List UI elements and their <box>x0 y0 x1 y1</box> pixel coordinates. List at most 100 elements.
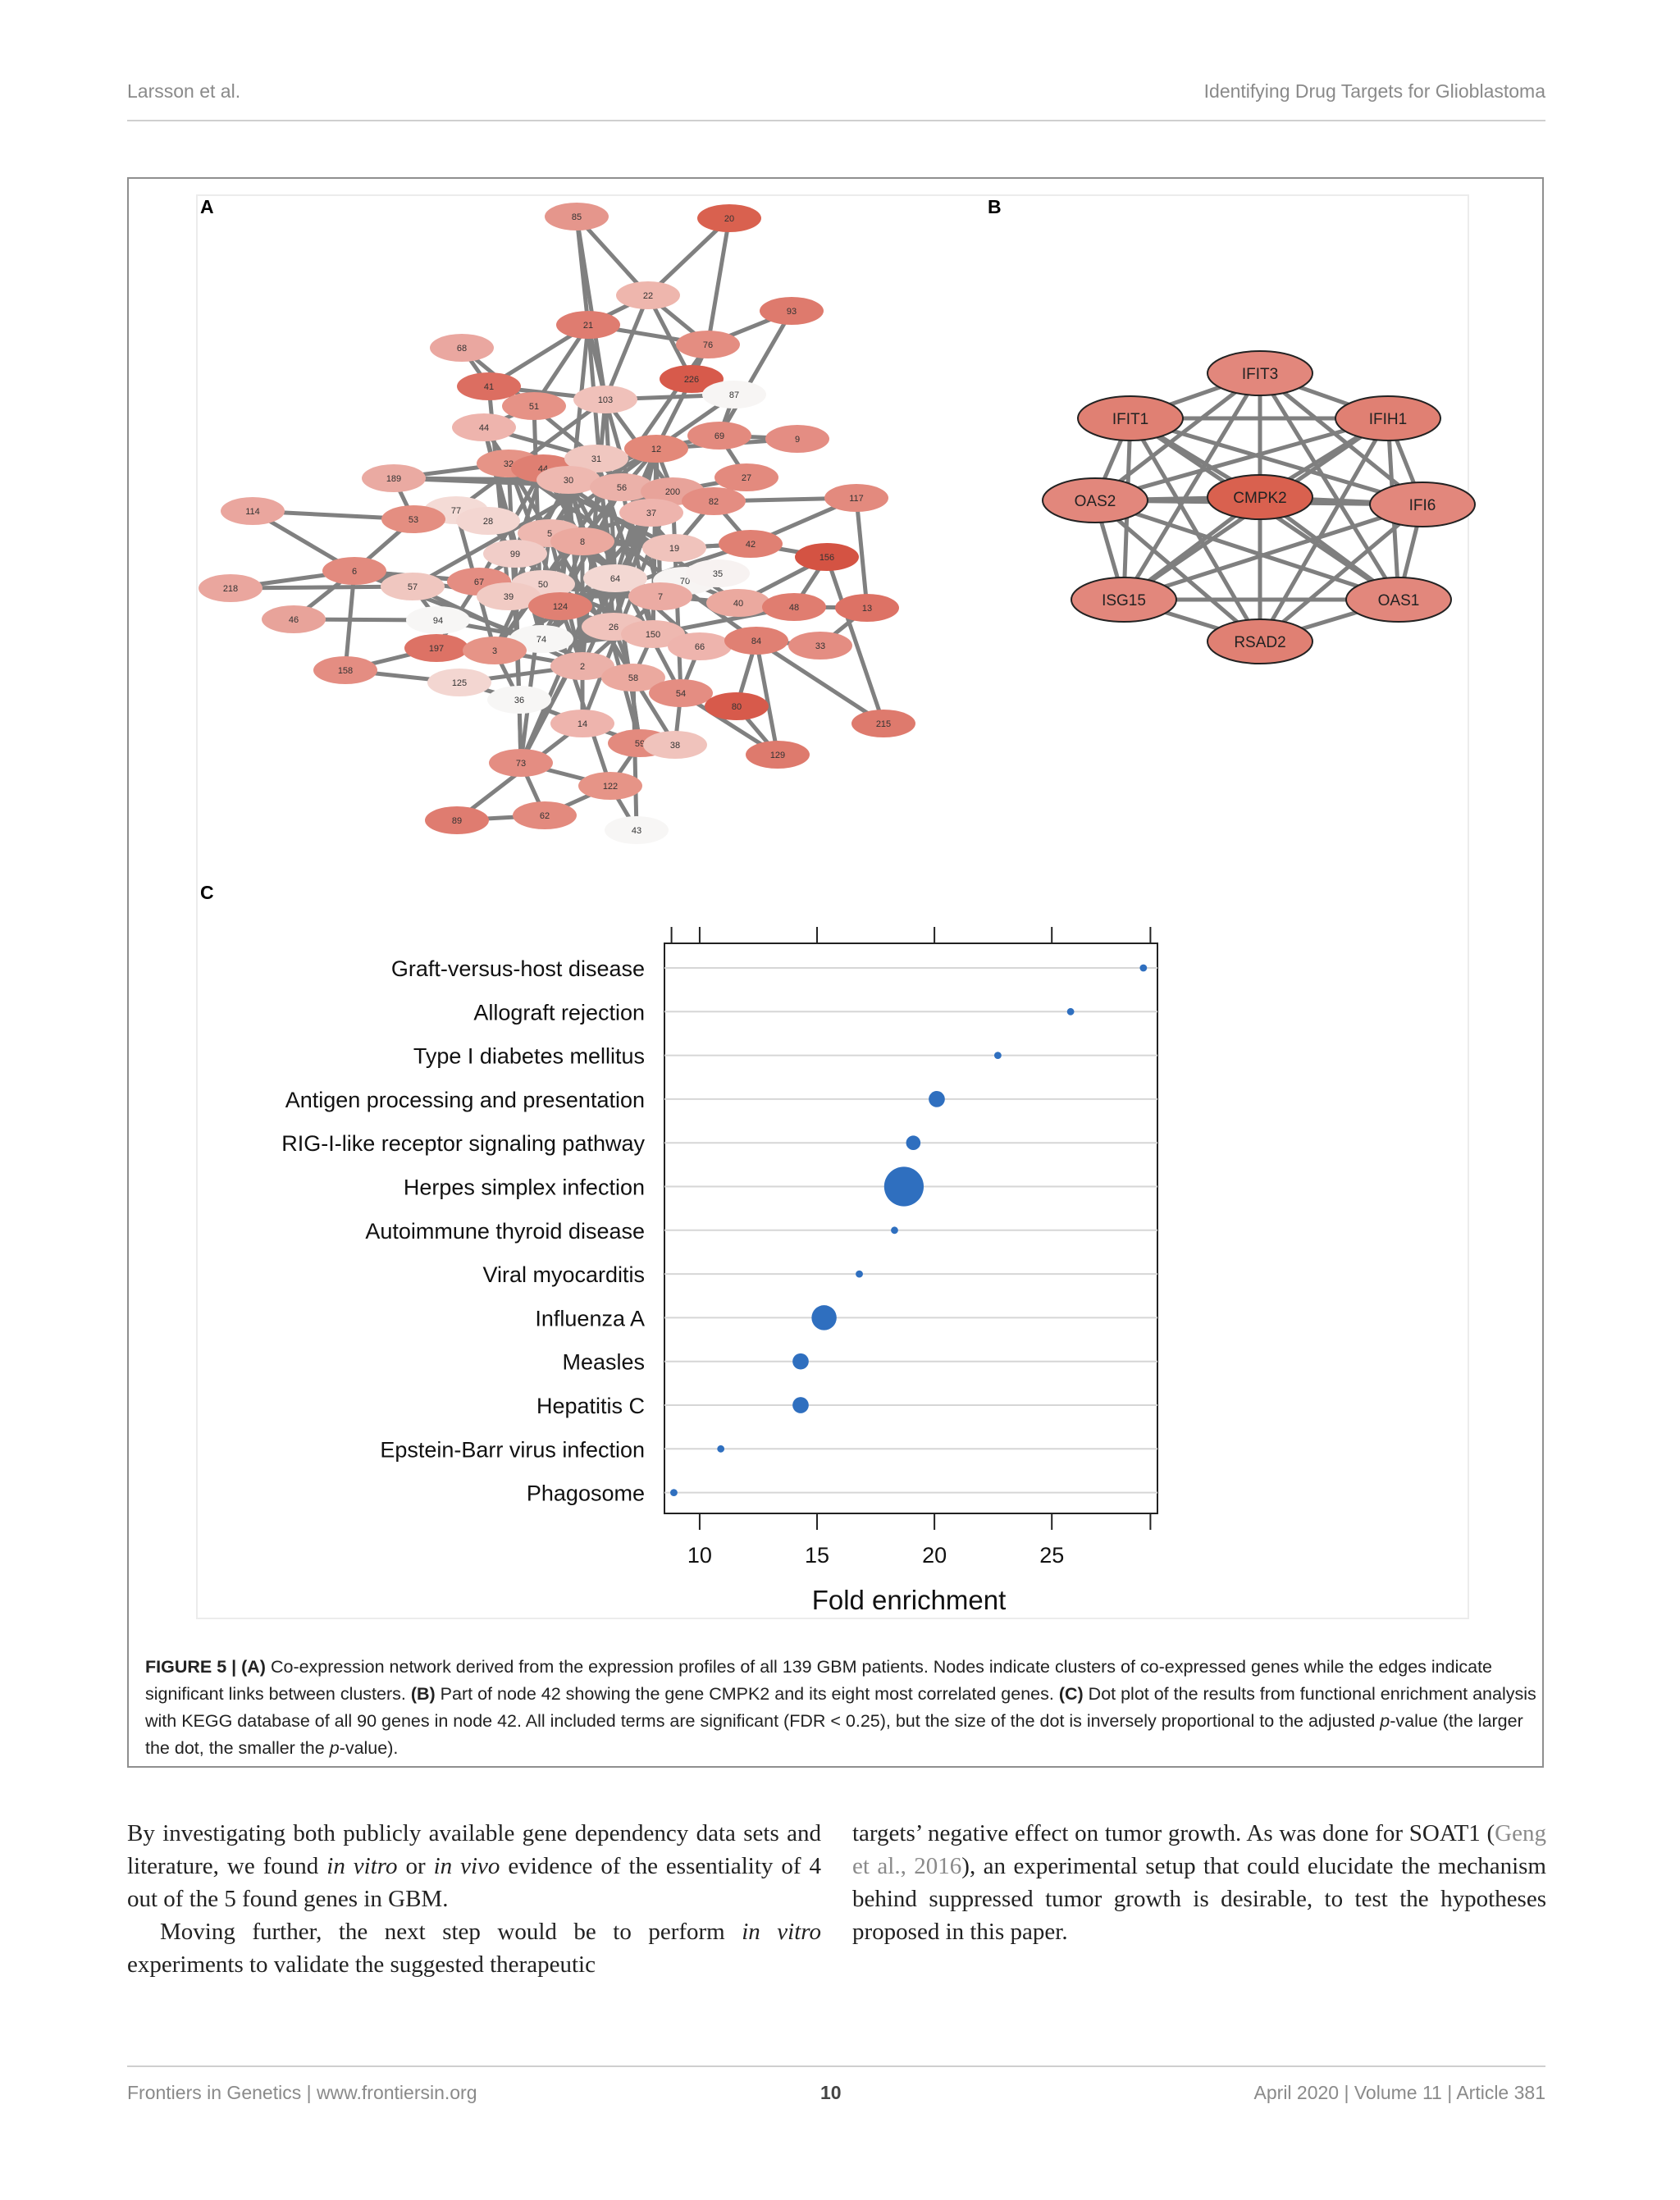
network-node: 31 <box>564 445 628 472</box>
network-node: 9 <box>765 425 829 453</box>
network-edge <box>854 497 870 609</box>
node-ellipse <box>649 679 713 707</box>
network-node: 103 <box>573 386 637 413</box>
network-node: 41 <box>457 372 521 400</box>
node-label: 85 <box>572 212 582 222</box>
node-label: 69 <box>714 431 724 441</box>
page-number: 10 <box>820 2082 842 2103</box>
network-node: 53 <box>381 505 445 533</box>
body-column-right: targets’ negative effect on tumor growth… <box>852 1817 1546 1948</box>
citation-link[interactable]: Geng et al., 2016 <box>852 1820 1546 1879</box>
node-ellipse <box>427 669 491 696</box>
node-label: 38 <box>670 741 680 751</box>
data-dot <box>883 1166 924 1207</box>
node-label: 46 <box>289 615 299 625</box>
footer-journal[interactable]: Frontiers in Genetics | www.frontiersin.… <box>127 2082 477 2103</box>
gene-ellipse <box>1207 350 1313 396</box>
node-ellipse <box>642 534 706 562</box>
node-ellipse <box>788 632 852 660</box>
node-label: 33 <box>815 641 825 651</box>
node-ellipse <box>835 594 899 622</box>
node-label: 42 <box>746 540 756 550</box>
node-ellipse <box>762 593 826 621</box>
network-edge <box>1123 502 1423 602</box>
category-label: Type I diabetes mellitus <box>413 1044 645 1069</box>
node-label: 226 <box>684 375 699 385</box>
node-ellipse <box>619 499 683 527</box>
node-label: 28 <box>483 517 493 527</box>
node-label: 57 <box>408 582 418 592</box>
category-label: Epstein-Barr virus infection <box>380 1437 645 1462</box>
network-edge <box>1093 372 1262 502</box>
caption-label: FIGURE 5 | <box>145 1657 242 1677</box>
node-ellipse <box>456 507 520 535</box>
network-edge <box>1094 416 1389 503</box>
network-node: 84 <box>724 627 788 655</box>
node-label: 66 <box>695 642 705 652</box>
node-ellipse <box>702 381 766 409</box>
node-label: 84 <box>751 637 761 646</box>
figure-caption: FIGURE 5 | (A) Co-expression network der… <box>145 1654 1540 1762</box>
node-ellipse <box>601 664 665 691</box>
network-node: 68 <box>430 334 494 362</box>
network-node: 215 <box>851 710 915 737</box>
node-label: 13 <box>862 604 872 614</box>
data-dot <box>792 1397 809 1413</box>
text-run: evidence of the essentiality of 4 out of… <box>127 1853 821 1912</box>
network-node: 7 <box>628 582 692 610</box>
gene-node: IFI6 <box>1369 482 1476 527</box>
network-edge <box>646 217 731 297</box>
node-ellipse <box>262 605 326 633</box>
category-label: Graft-versus-host disease <box>391 956 645 981</box>
node-ellipse <box>605 816 669 844</box>
network-node: 226 <box>660 365 724 393</box>
network-node: 82 <box>682 487 746 515</box>
node-label: 70 <box>680 577 690 587</box>
node-label: 30 <box>564 476 573 486</box>
dot-plot: Graft-versus-host disease Allograft rejec… <box>281 927 1158 1615</box>
node-label: 54 <box>676 689 686 699</box>
gene-node: CMPK2 <box>1207 474 1313 520</box>
category-label: Hepatitis C <box>536 1394 645 1418</box>
node-ellipse <box>487 686 551 714</box>
text-italic: in vitro <box>742 1919 821 1945</box>
node-ellipse <box>851 710 915 737</box>
panel-label-a: A <box>200 196 214 217</box>
node-label: 117 <box>849 494 864 504</box>
node-label: 87 <box>729 390 739 400</box>
category-label: Measles <box>562 1350 645 1375</box>
network-edge <box>611 448 659 628</box>
caption-a-tag: (A) <box>241 1657 266 1677</box>
node-ellipse <box>404 634 468 662</box>
network-node: 64 <box>583 564 647 592</box>
node-label: 3 <box>492 646 497 656</box>
caption-b-tag: (B) <box>410 1684 436 1704</box>
text-run: targets’ negative effect on tumor growth… <box>852 1820 1495 1846</box>
network-node: 124 <box>528 592 592 620</box>
tick-label: 25 <box>1039 1543 1064 1568</box>
node-label: 8 <box>580 537 585 547</box>
node-label: 22 <box>643 291 653 301</box>
caption-c-text3: -value). <box>339 1738 399 1758</box>
node-ellipse <box>362 464 426 492</box>
data-dot <box>891 1226 898 1235</box>
gene-label: OAS2 <box>1075 493 1116 510</box>
figure-5 <box>127 177 1544 1768</box>
network-node: 125 <box>427 669 491 696</box>
node-label: 31 <box>591 454 601 464</box>
node-label: 156 <box>819 553 834 563</box>
paragraph: Moving further, the next step would be t… <box>127 1915 821 1981</box>
node-label: 158 <box>338 666 353 676</box>
node-ellipse <box>463 637 527 664</box>
node-label: 215 <box>876 719 891 729</box>
header-rule <box>127 120 1545 121</box>
data-dot <box>993 1052 1002 1059</box>
node-label: 76 <box>703 340 713 350</box>
network-node: 8 <box>550 527 614 555</box>
data-dot <box>670 1489 678 1496</box>
network-edge <box>506 462 636 679</box>
node-ellipse <box>430 334 494 362</box>
node-label: 125 <box>452 678 467 688</box>
node-ellipse <box>528 592 592 620</box>
network-node: 12 <box>624 435 688 463</box>
